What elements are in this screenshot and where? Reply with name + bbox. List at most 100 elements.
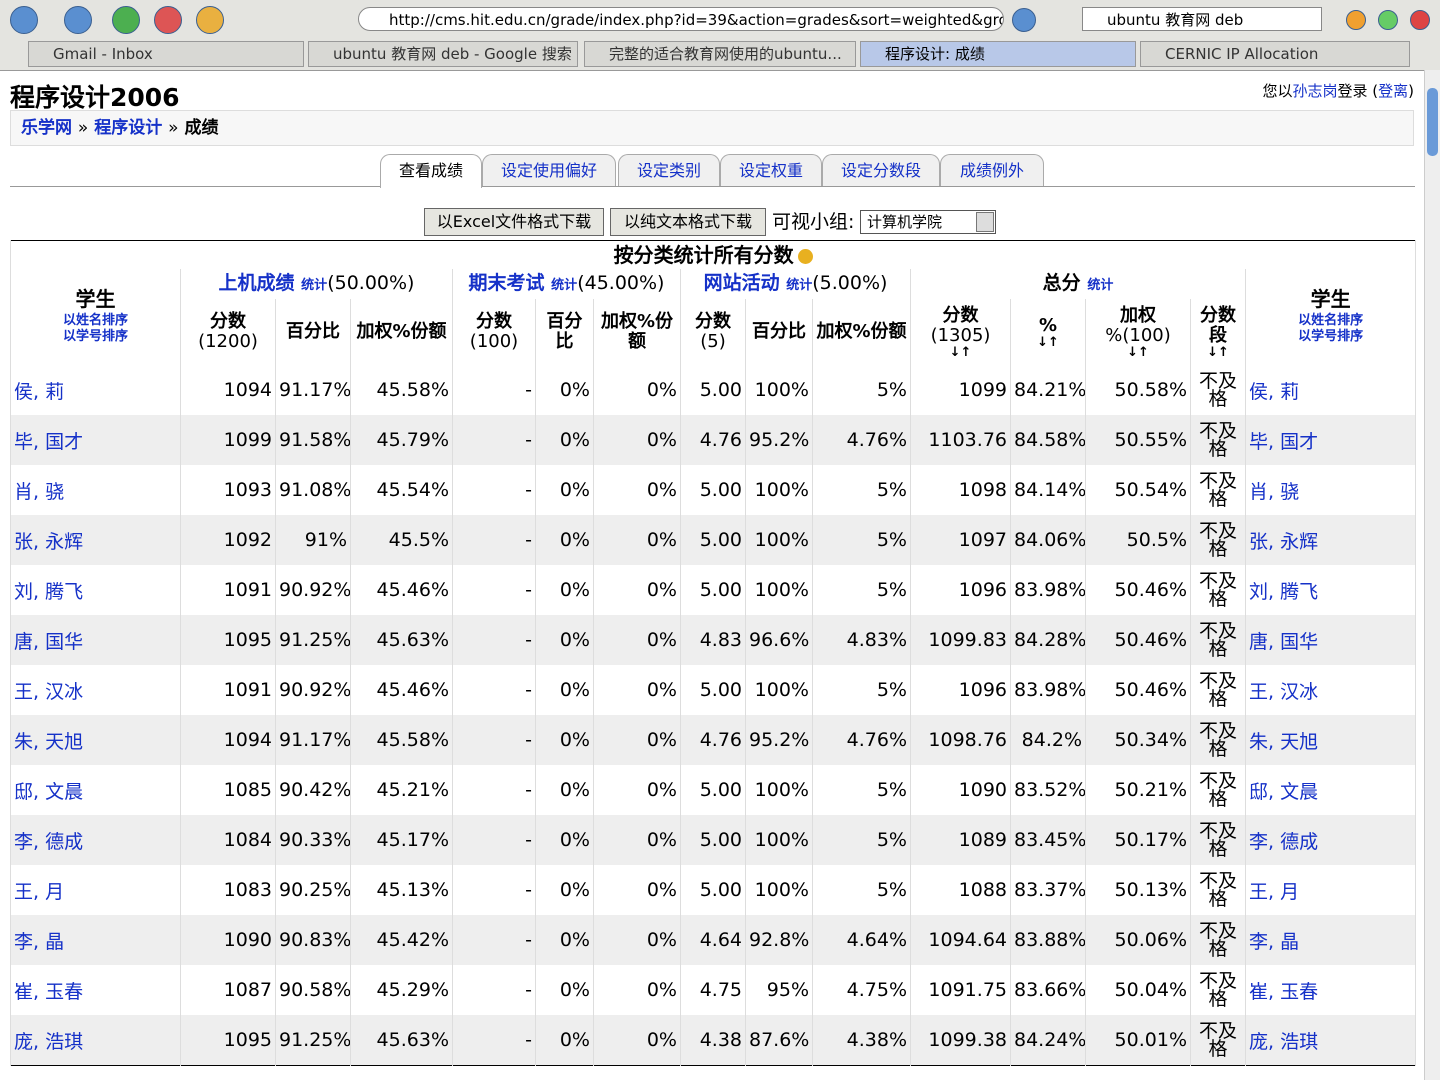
back-button[interactable] [10, 6, 38, 34]
page-tab[interactable]: 成绩例外 [940, 154, 1044, 186]
student-name[interactable]: 邸, 文晨 [1244, 765, 1417, 815]
grade-cell: 45.5% [350, 515, 453, 565]
student-name[interactable]: 侯, 莉 [1244, 365, 1417, 415]
column-sort[interactable]: ↓↑ [1207, 344, 1229, 360]
browser-tab[interactable]: ubuntu 教育网 deb - Google 搜索 [308, 41, 578, 67]
browser-tab[interactable]: Gmail - Inbox [28, 41, 304, 67]
student-name[interactable]: 毕, 国才 [10, 415, 181, 465]
grade-cell: 100% [745, 865, 813, 915]
student-name[interactable]: 王, 汉冰 [1244, 665, 1417, 715]
column-label: 加权%份额 [356, 321, 447, 342]
browser-chrome: http://cms.hit.edu.cn/grade/index.php?id… [0, 0, 1440, 71]
grade-cell: 0% [535, 365, 594, 415]
url-bar[interactable]: http://cms.hit.edu.cn/grade/index.php?id… [358, 7, 1004, 31]
student-name[interactable]: 李, 晶 [10, 915, 181, 965]
grade-cell: 5% [812, 765, 911, 815]
student-name[interactable]: 崔, 玉春 [1244, 965, 1417, 1015]
column-sort[interactable]: ↓↑ [1127, 344, 1149, 360]
student-name[interactable]: 刘, 腾飞 [1244, 565, 1417, 615]
browser-tab[interactable]: 程序设计: 成绩 [860, 41, 1136, 67]
category-stat[interactable]: 统计 [786, 277, 813, 293]
group-select[interactable]: 计算机学院 [860, 210, 996, 234]
column-sort[interactable]: ↓↑ [1037, 334, 1059, 350]
sort-by-id[interactable]: 以学号排序 [1298, 329, 1364, 344]
sort-by-name[interactable]: 以姓名排序 [62, 313, 128, 328]
student-name[interactable]: 张, 永辉 [10, 515, 181, 565]
grade-cell: - [452, 615, 536, 665]
student-name[interactable]: 崔, 玉春 [10, 965, 181, 1015]
category-name[interactable]: 网站活动 [703, 271, 780, 294]
student-name[interactable]: 庞, 浩琪 [1244, 1015, 1417, 1066]
grade-cell: 1095 [180, 615, 276, 665]
page-tab[interactable]: 设定类别 [618, 154, 720, 186]
column-max: (5) [700, 331, 726, 352]
student-name[interactable]: 王, 汉冰 [10, 665, 181, 715]
home-button[interactable] [196, 6, 224, 34]
grade-cell: 91.58% [275, 415, 351, 465]
stop-button[interactable] [154, 6, 182, 34]
sort-by-name[interactable]: 以姓名排序 [1298, 313, 1364, 328]
page-tab[interactable]: 设定使用偏好 [482, 154, 616, 186]
student-name[interactable]: 肖, 骁 [1244, 465, 1417, 515]
maximize-button[interactable] [1378, 10, 1398, 30]
student-name[interactable]: 李, 晶 [1244, 915, 1417, 965]
column-sort[interactable]: ↓↑ [949, 344, 972, 360]
user-link[interactable]: 孙志岗 [1292, 82, 1338, 100]
go-button[interactable] [1012, 8, 1036, 32]
grade-cell: 4.64% [812, 915, 911, 965]
grade-cell: - [452, 515, 536, 565]
sort-by-id[interactable]: 以学号排序 [62, 329, 128, 344]
logout-link[interactable]: 登离 [1378, 82, 1409, 100]
browser-tab[interactable]: 完整的适合教育网使用的ubuntu... [584, 41, 856, 67]
category-name[interactable]: 期末考试 [468, 271, 545, 294]
student-name[interactable]: 张, 永辉 [1244, 515, 1417, 565]
search-box[interactable]: ubuntu 教育网 deb [1082, 7, 1322, 31]
grade-cell: - [452, 865, 536, 915]
category-row: 学生 以姓名排序 以学号排序 上机成绩 统计(50.00%) 期末考试 统计(45.00… [10, 269, 1417, 365]
category-name[interactable]: 上机成绩 [218, 271, 295, 294]
browser-tab[interactable]: CERNIC IP Allocation [1140, 41, 1410, 67]
student-row: 李, 晶 1090 90.83% 45.42% -0% 0% 4.64 92.8% 4.64% 1… [10, 915, 1417, 965]
student-name[interactable]: 肖, 骁 [10, 465, 181, 515]
student-name[interactable]: 唐, 国华 [10, 615, 181, 665]
student-name[interactable]: 朱, 天旭 [10, 715, 181, 765]
breadcrumb-link[interactable]: 程序设计 [94, 118, 163, 138]
student-name[interactable]: 庞, 浩琪 [10, 1015, 181, 1066]
student-name[interactable]: 侯, 莉 [10, 365, 181, 415]
select-arrow[interactable] [976, 212, 994, 232]
student-name[interactable]: 朱, 天旭 [1244, 715, 1417, 765]
grade-cell: 4.75 [680, 965, 746, 1015]
page-tab[interactable]: 设定分数段 [822, 154, 940, 186]
total-stat[interactable]: 统计 [1087, 277, 1114, 293]
grade-band: 不及格 [1190, 365, 1246, 415]
scrollbar[interactable] [1424, 70, 1440, 1080]
forward-button[interactable] [64, 6, 92, 34]
scroll-thumb[interactable] [1427, 88, 1438, 156]
student-name[interactable]: 毕, 国才 [1244, 415, 1417, 465]
student-name[interactable]: 李, 德成 [1244, 815, 1417, 865]
close-button[interactable] [1410, 10, 1430, 30]
grade-cell: 0% [593, 1015, 681, 1066]
breadcrumb-link[interactable]: 乐学网 [21, 118, 72, 138]
category-stat[interactable]: 统计 [301, 277, 328, 293]
student-name[interactable]: 李, 德成 [10, 815, 181, 865]
grade-cell: 100% [745, 665, 813, 715]
grade-cell: 91.17% [275, 715, 351, 765]
reload-button[interactable] [112, 6, 140, 34]
student-name[interactable]: 邸, 文晨 [10, 765, 181, 815]
grade-band: 不及格 [1190, 915, 1246, 965]
text-download-button[interactable]: 以纯文本格式下载 [610, 208, 766, 236]
student-name[interactable]: 王, 月 [10, 865, 181, 915]
grade-band: 不及格 [1190, 465, 1246, 515]
student-name[interactable]: 刘, 腾飞 [10, 565, 181, 615]
page-tab[interactable]: 查看成绩 [380, 154, 482, 188]
toolbar: http://cms.hit.edu.cn/grade/index.php?id… [0, 0, 1440, 38]
help-icon[interactable] [797, 249, 813, 264]
student-name[interactable]: 唐, 国华 [1244, 615, 1417, 665]
excel-download-button[interactable]: 以Excel文件格式下载 [424, 208, 604, 236]
category-stat[interactable]: 统计 [551, 277, 578, 293]
column-row: 分数 (1200) 百分比 加权%份额 分数 (100) 百分比 加权%份额 分数 (5) 百分比加… [11, 299, 1416, 365]
minimize-button[interactable] [1346, 10, 1366, 30]
student-name[interactable]: 王, 月 [1244, 865, 1417, 915]
page-tab[interactable]: 设定权重 [720, 154, 822, 186]
